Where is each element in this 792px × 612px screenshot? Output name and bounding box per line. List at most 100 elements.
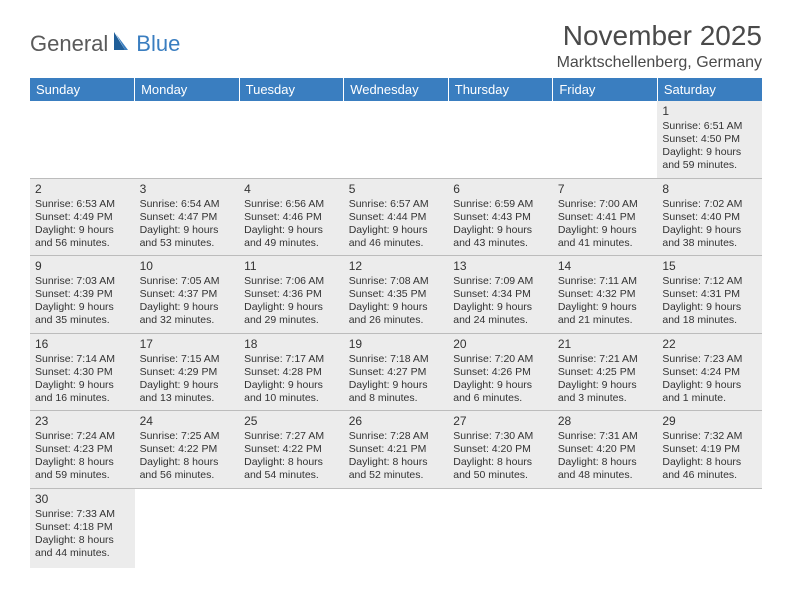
calendar-cell: 8Sunrise: 7:02 AMSunset: 4:40 PMDaylight… bbox=[657, 178, 762, 256]
daylight-text: Daylight: 8 hours bbox=[35, 534, 130, 547]
calendar-cell bbox=[344, 488, 449, 568]
calendar-cell: 12Sunrise: 7:08 AMSunset: 4:35 PMDayligh… bbox=[344, 256, 449, 334]
calendar-cell bbox=[344, 101, 449, 178]
daylight-text: Daylight: 8 hours bbox=[140, 456, 235, 469]
calendar-cell: 18Sunrise: 7:17 AMSunset: 4:28 PMDayligh… bbox=[239, 333, 344, 411]
day-number: 28 bbox=[558, 414, 653, 429]
calendar-cell: 1Sunrise: 6:51 AMSunset: 4:50 PMDaylight… bbox=[657, 101, 762, 178]
day-number: 17 bbox=[140, 337, 235, 352]
day-number: 16 bbox=[35, 337, 130, 352]
sunrise-text: Sunrise: 7:31 AM bbox=[558, 430, 653, 443]
calendar-week-row: 30Sunrise: 7:33 AMSunset: 4:18 PMDayligh… bbox=[30, 488, 762, 568]
calendar-cell: 24Sunrise: 7:25 AMSunset: 4:22 PMDayligh… bbox=[135, 411, 240, 489]
calendar-cell: 13Sunrise: 7:09 AMSunset: 4:34 PMDayligh… bbox=[448, 256, 553, 334]
daylight-text: and 41 minutes. bbox=[558, 237, 653, 250]
sunrise-text: Sunrise: 7:11 AM bbox=[558, 275, 653, 288]
sunset-text: Sunset: 4:23 PM bbox=[35, 443, 130, 456]
daylight-text: and 46 minutes. bbox=[662, 469, 757, 482]
daylight-text: Daylight: 9 hours bbox=[453, 301, 548, 314]
daylight-text: Daylight: 9 hours bbox=[140, 301, 235, 314]
sunset-text: Sunset: 4:18 PM bbox=[35, 521, 130, 534]
sunrise-text: Sunrise: 7:02 AM bbox=[662, 198, 757, 211]
calendar-cell: 14Sunrise: 7:11 AMSunset: 4:32 PMDayligh… bbox=[553, 256, 658, 334]
sunrise-text: Sunrise: 7:03 AM bbox=[35, 275, 130, 288]
calendar-week-row: 23Sunrise: 7:24 AMSunset: 4:23 PMDayligh… bbox=[30, 411, 762, 489]
sunset-text: Sunset: 4:32 PM bbox=[558, 288, 653, 301]
calendar-cell: 23Sunrise: 7:24 AMSunset: 4:23 PMDayligh… bbox=[30, 411, 135, 489]
daylight-text: Daylight: 9 hours bbox=[453, 379, 548, 392]
sunset-text: Sunset: 4:21 PM bbox=[349, 443, 444, 456]
daylight-text: Daylight: 8 hours bbox=[35, 456, 130, 469]
calendar-cell: 22Sunrise: 7:23 AMSunset: 4:24 PMDayligh… bbox=[657, 333, 762, 411]
day-number: 19 bbox=[349, 337, 444, 352]
day-number: 30 bbox=[35, 492, 130, 507]
sunset-text: Sunset: 4:28 PM bbox=[244, 366, 339, 379]
daylight-text: and 48 minutes. bbox=[558, 469, 653, 482]
calendar-table: Sunday Monday Tuesday Wednesday Thursday… bbox=[30, 78, 762, 568]
calendar-cell: 16Sunrise: 7:14 AMSunset: 4:30 PMDayligh… bbox=[30, 333, 135, 411]
daylight-text: Daylight: 9 hours bbox=[349, 379, 444, 392]
weekday-header: Thursday bbox=[448, 78, 553, 101]
sunset-text: Sunset: 4:27 PM bbox=[349, 366, 444, 379]
sunrise-text: Sunrise: 7:27 AM bbox=[244, 430, 339, 443]
location: Marktschellenberg, Germany bbox=[557, 54, 762, 72]
day-number: 15 bbox=[662, 259, 757, 274]
header: General Blue November 2025 Marktschellen… bbox=[30, 20, 762, 72]
logo-text-general: General bbox=[30, 31, 108, 57]
sunrise-text: Sunrise: 7:08 AM bbox=[349, 275, 444, 288]
sunset-text: Sunset: 4:37 PM bbox=[140, 288, 235, 301]
day-number: 22 bbox=[662, 337, 757, 352]
calendar-cell: 2Sunrise: 6:53 AMSunset: 4:49 PMDaylight… bbox=[30, 178, 135, 256]
daylight-text: Daylight: 9 hours bbox=[140, 379, 235, 392]
sunset-text: Sunset: 4:35 PM bbox=[349, 288, 444, 301]
weekday-header: Sunday bbox=[30, 78, 135, 101]
calendar-cell bbox=[135, 488, 240, 568]
daylight-text: and 29 minutes. bbox=[244, 314, 339, 327]
daylight-text: and 24 minutes. bbox=[453, 314, 548, 327]
sunset-text: Sunset: 4:34 PM bbox=[453, 288, 548, 301]
day-number: 25 bbox=[244, 414, 339, 429]
day-number: 29 bbox=[662, 414, 757, 429]
calendar-cell bbox=[30, 101, 135, 178]
daylight-text: and 53 minutes. bbox=[140, 237, 235, 250]
sunrise-text: Sunrise: 7:14 AM bbox=[35, 353, 130, 366]
daylight-text: Daylight: 9 hours bbox=[662, 301, 757, 314]
daylight-text: and 46 minutes. bbox=[349, 237, 444, 250]
calendar-cell bbox=[239, 101, 344, 178]
weekday-header: Saturday bbox=[657, 78, 762, 101]
sunrise-text: Sunrise: 7:24 AM bbox=[35, 430, 130, 443]
calendar-cell bbox=[553, 488, 658, 568]
sunrise-text: Sunrise: 7:18 AM bbox=[349, 353, 444, 366]
daylight-text: Daylight: 9 hours bbox=[35, 379, 130, 392]
day-number: 8 bbox=[662, 182, 757, 197]
daylight-text: and 56 minutes. bbox=[140, 469, 235, 482]
sunrise-text: Sunrise: 6:59 AM bbox=[453, 198, 548, 211]
calendar-week-row: 2Sunrise: 6:53 AMSunset: 4:49 PMDaylight… bbox=[30, 178, 762, 256]
daylight-text: and 10 minutes. bbox=[244, 392, 339, 405]
sunset-text: Sunset: 4:26 PM bbox=[453, 366, 548, 379]
sunset-text: Sunset: 4:47 PM bbox=[140, 211, 235, 224]
daylight-text: Daylight: 9 hours bbox=[349, 301, 444, 314]
day-number: 20 bbox=[453, 337, 548, 352]
daylight-text: and 3 minutes. bbox=[558, 392, 653, 405]
weekday-header: Tuesday bbox=[239, 78, 344, 101]
sunrise-text: Sunrise: 7:21 AM bbox=[558, 353, 653, 366]
daylight-text: and 49 minutes. bbox=[244, 237, 339, 250]
daylight-text: Daylight: 8 hours bbox=[244, 456, 339, 469]
day-number: 13 bbox=[453, 259, 548, 274]
sunrise-text: Sunrise: 6:54 AM bbox=[140, 198, 235, 211]
daylight-text: and 50 minutes. bbox=[453, 469, 548, 482]
day-number: 4 bbox=[244, 182, 339, 197]
calendar-cell: 20Sunrise: 7:20 AMSunset: 4:26 PMDayligh… bbox=[448, 333, 553, 411]
sunrise-text: Sunrise: 7:33 AM bbox=[35, 508, 130, 521]
calendar-cell: 6Sunrise: 6:59 AMSunset: 4:43 PMDaylight… bbox=[448, 178, 553, 256]
day-number: 3 bbox=[140, 182, 235, 197]
sunrise-text: Sunrise: 7:17 AM bbox=[244, 353, 339, 366]
month-title: November 2025 bbox=[557, 20, 762, 52]
sunset-text: Sunset: 4:31 PM bbox=[662, 288, 757, 301]
sunset-text: Sunset: 4:22 PM bbox=[140, 443, 235, 456]
day-number: 14 bbox=[558, 259, 653, 274]
sunset-text: Sunset: 4:30 PM bbox=[35, 366, 130, 379]
calendar-cell: 9Sunrise: 7:03 AMSunset: 4:39 PMDaylight… bbox=[30, 256, 135, 334]
day-number: 7 bbox=[558, 182, 653, 197]
